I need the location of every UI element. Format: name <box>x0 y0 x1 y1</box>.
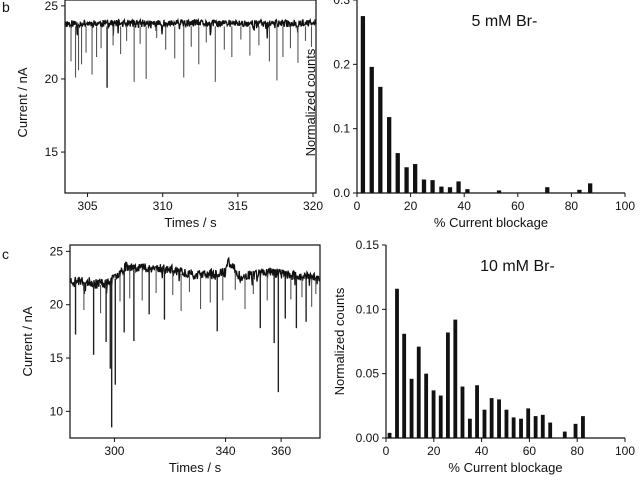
histogram-bar <box>496 190 502 193</box>
y-tick-label: 0.2 <box>333 57 350 71</box>
x-tick-label: 20 <box>427 444 441 458</box>
histogram-bar <box>497 399 501 438</box>
plot-frame <box>69 244 321 439</box>
x-tick-label: 40 <box>458 199 472 213</box>
histogram-bar <box>467 418 472 438</box>
histogram-bar <box>511 417 516 438</box>
histogram-bar <box>453 319 458 438</box>
histogram-bar <box>482 409 487 438</box>
histogram-bar <box>456 181 461 193</box>
x-tick-label: 100 <box>615 199 635 213</box>
y-tick-label: 0.15 <box>356 238 380 252</box>
histogram-bar <box>519 418 523 438</box>
x-tick-label: 20 <box>404 199 418 213</box>
histogram-bar <box>460 386 465 438</box>
x-tick-label: 340 <box>216 444 236 458</box>
histogram-bar <box>475 385 479 438</box>
y-tick-label: 15 <box>45 145 59 159</box>
x-tick-label: 60 <box>523 444 537 458</box>
x-tick-label: 40 <box>475 444 489 458</box>
x-tick-label: 60 <box>511 199 525 213</box>
histogram-bar <box>360 16 366 194</box>
trace-chart-c: 300 340 360 10 15 20 25 Times / s Current / nA <box>20 244 321 475</box>
histogram-bar <box>409 378 414 438</box>
histogram-bar <box>581 416 585 438</box>
histogram-chart-b: 0 20 40 60 80 100 0.0 0.1 0.2 0.3 % Current blocka… <box>303 0 635 230</box>
x-tick-label: 310 <box>153 199 173 213</box>
histogram-bar <box>404 167 409 193</box>
histogram-bar <box>588 183 593 193</box>
histogram-bar <box>402 333 407 438</box>
y-tick-label: 0.3 <box>333 0 350 7</box>
x-tick-label: 315 <box>228 199 248 213</box>
histogram-bar <box>562 431 567 438</box>
histogram-bar <box>378 86 383 193</box>
x-tick-label: 80 <box>571 444 585 458</box>
y-tick-label: 0.10 <box>356 302 380 316</box>
histogram-bar <box>431 390 436 438</box>
y-tick-label: 0.1 <box>333 122 350 136</box>
histogram-bar <box>504 409 509 438</box>
y-axis-label: Normalized counts <box>303 48 318 156</box>
histogram-bar <box>489 398 494 438</box>
histogram-bar <box>526 408 531 438</box>
y-tick-label: 25 <box>45 0 59 13</box>
x-axis-label: % Current blockage <box>448 460 562 475</box>
y-tick-label: 10 <box>50 404 64 418</box>
histogram-bar <box>395 288 399 438</box>
x-axis-label: % Current blockage <box>434 215 548 230</box>
x-tick-label: 360 <box>271 444 291 458</box>
histogram-bar <box>421 179 427 193</box>
panel-label-b: b <box>2 0 10 15</box>
histogram-bar <box>573 423 578 438</box>
histogram-bar <box>416 346 421 438</box>
histogram-bar <box>445 332 450 438</box>
y-axis-label: Normalized counts <box>332 287 347 395</box>
x-axis-label: Times / s <box>169 460 222 475</box>
current-trace-baseline <box>69 256 321 295</box>
x-tick-label: 320 <box>303 199 323 213</box>
histogram-bar <box>369 66 374 193</box>
histogram-bar <box>387 432 392 438</box>
panel-label-c: c <box>2 246 9 262</box>
histogram-bar <box>430 180 435 193</box>
histogram-bar <box>577 189 582 193</box>
chart-title: 5 mM Br- <box>472 13 538 30</box>
chart-title: 10 mM Br- <box>480 258 555 275</box>
plot-frame <box>64 0 317 194</box>
histogram-bar <box>438 395 443 438</box>
x-tick-label: 80 <box>565 199 579 213</box>
x-tick-label: 305 <box>78 199 98 213</box>
histogram-bar <box>447 187 453 193</box>
x-tick-label: 0 <box>354 199 361 213</box>
y-axis-label: Current / nA <box>20 306 35 376</box>
histogram-bar <box>548 422 553 438</box>
y-axis-label: Current / nA <box>15 67 30 137</box>
x-axis-label: Times / s <box>164 215 217 230</box>
trace-chart-b: 305 310 315 320 15 20 25 Times / s Current / nA <box>15 0 323 230</box>
x-tick-label: 0 <box>383 444 390 458</box>
histogram-bar <box>439 186 444 193</box>
x-tick-label: 100 <box>615 444 635 458</box>
y-tick-label: 20 <box>50 298 64 312</box>
y-tick-label: 0.05 <box>356 367 380 381</box>
histogram-bar <box>533 416 538 438</box>
y-tick-label: 20 <box>45 72 59 86</box>
histogram-bar <box>395 153 400 193</box>
histogram-bar <box>424 373 429 438</box>
histogram-bar <box>413 164 418 193</box>
histogram-bar <box>545 187 550 193</box>
histogram-chart-c: 0 20 40 60 80 100 0.00 0.05 0.10 0.15 % Current bl… <box>332 238 635 475</box>
histogram-bar <box>465 189 470 193</box>
y-tick-label: 0.00 <box>356 431 380 445</box>
y-tick-label: 15 <box>50 351 64 365</box>
x-tick-label: 300 <box>104 444 124 458</box>
y-tick-label: 25 <box>50 244 64 258</box>
histogram-bar <box>387 117 392 193</box>
histogram-bar <box>540 414 545 438</box>
y-tick-label: 0.0 <box>333 186 350 200</box>
current-trace-baseline <box>64 17 317 39</box>
